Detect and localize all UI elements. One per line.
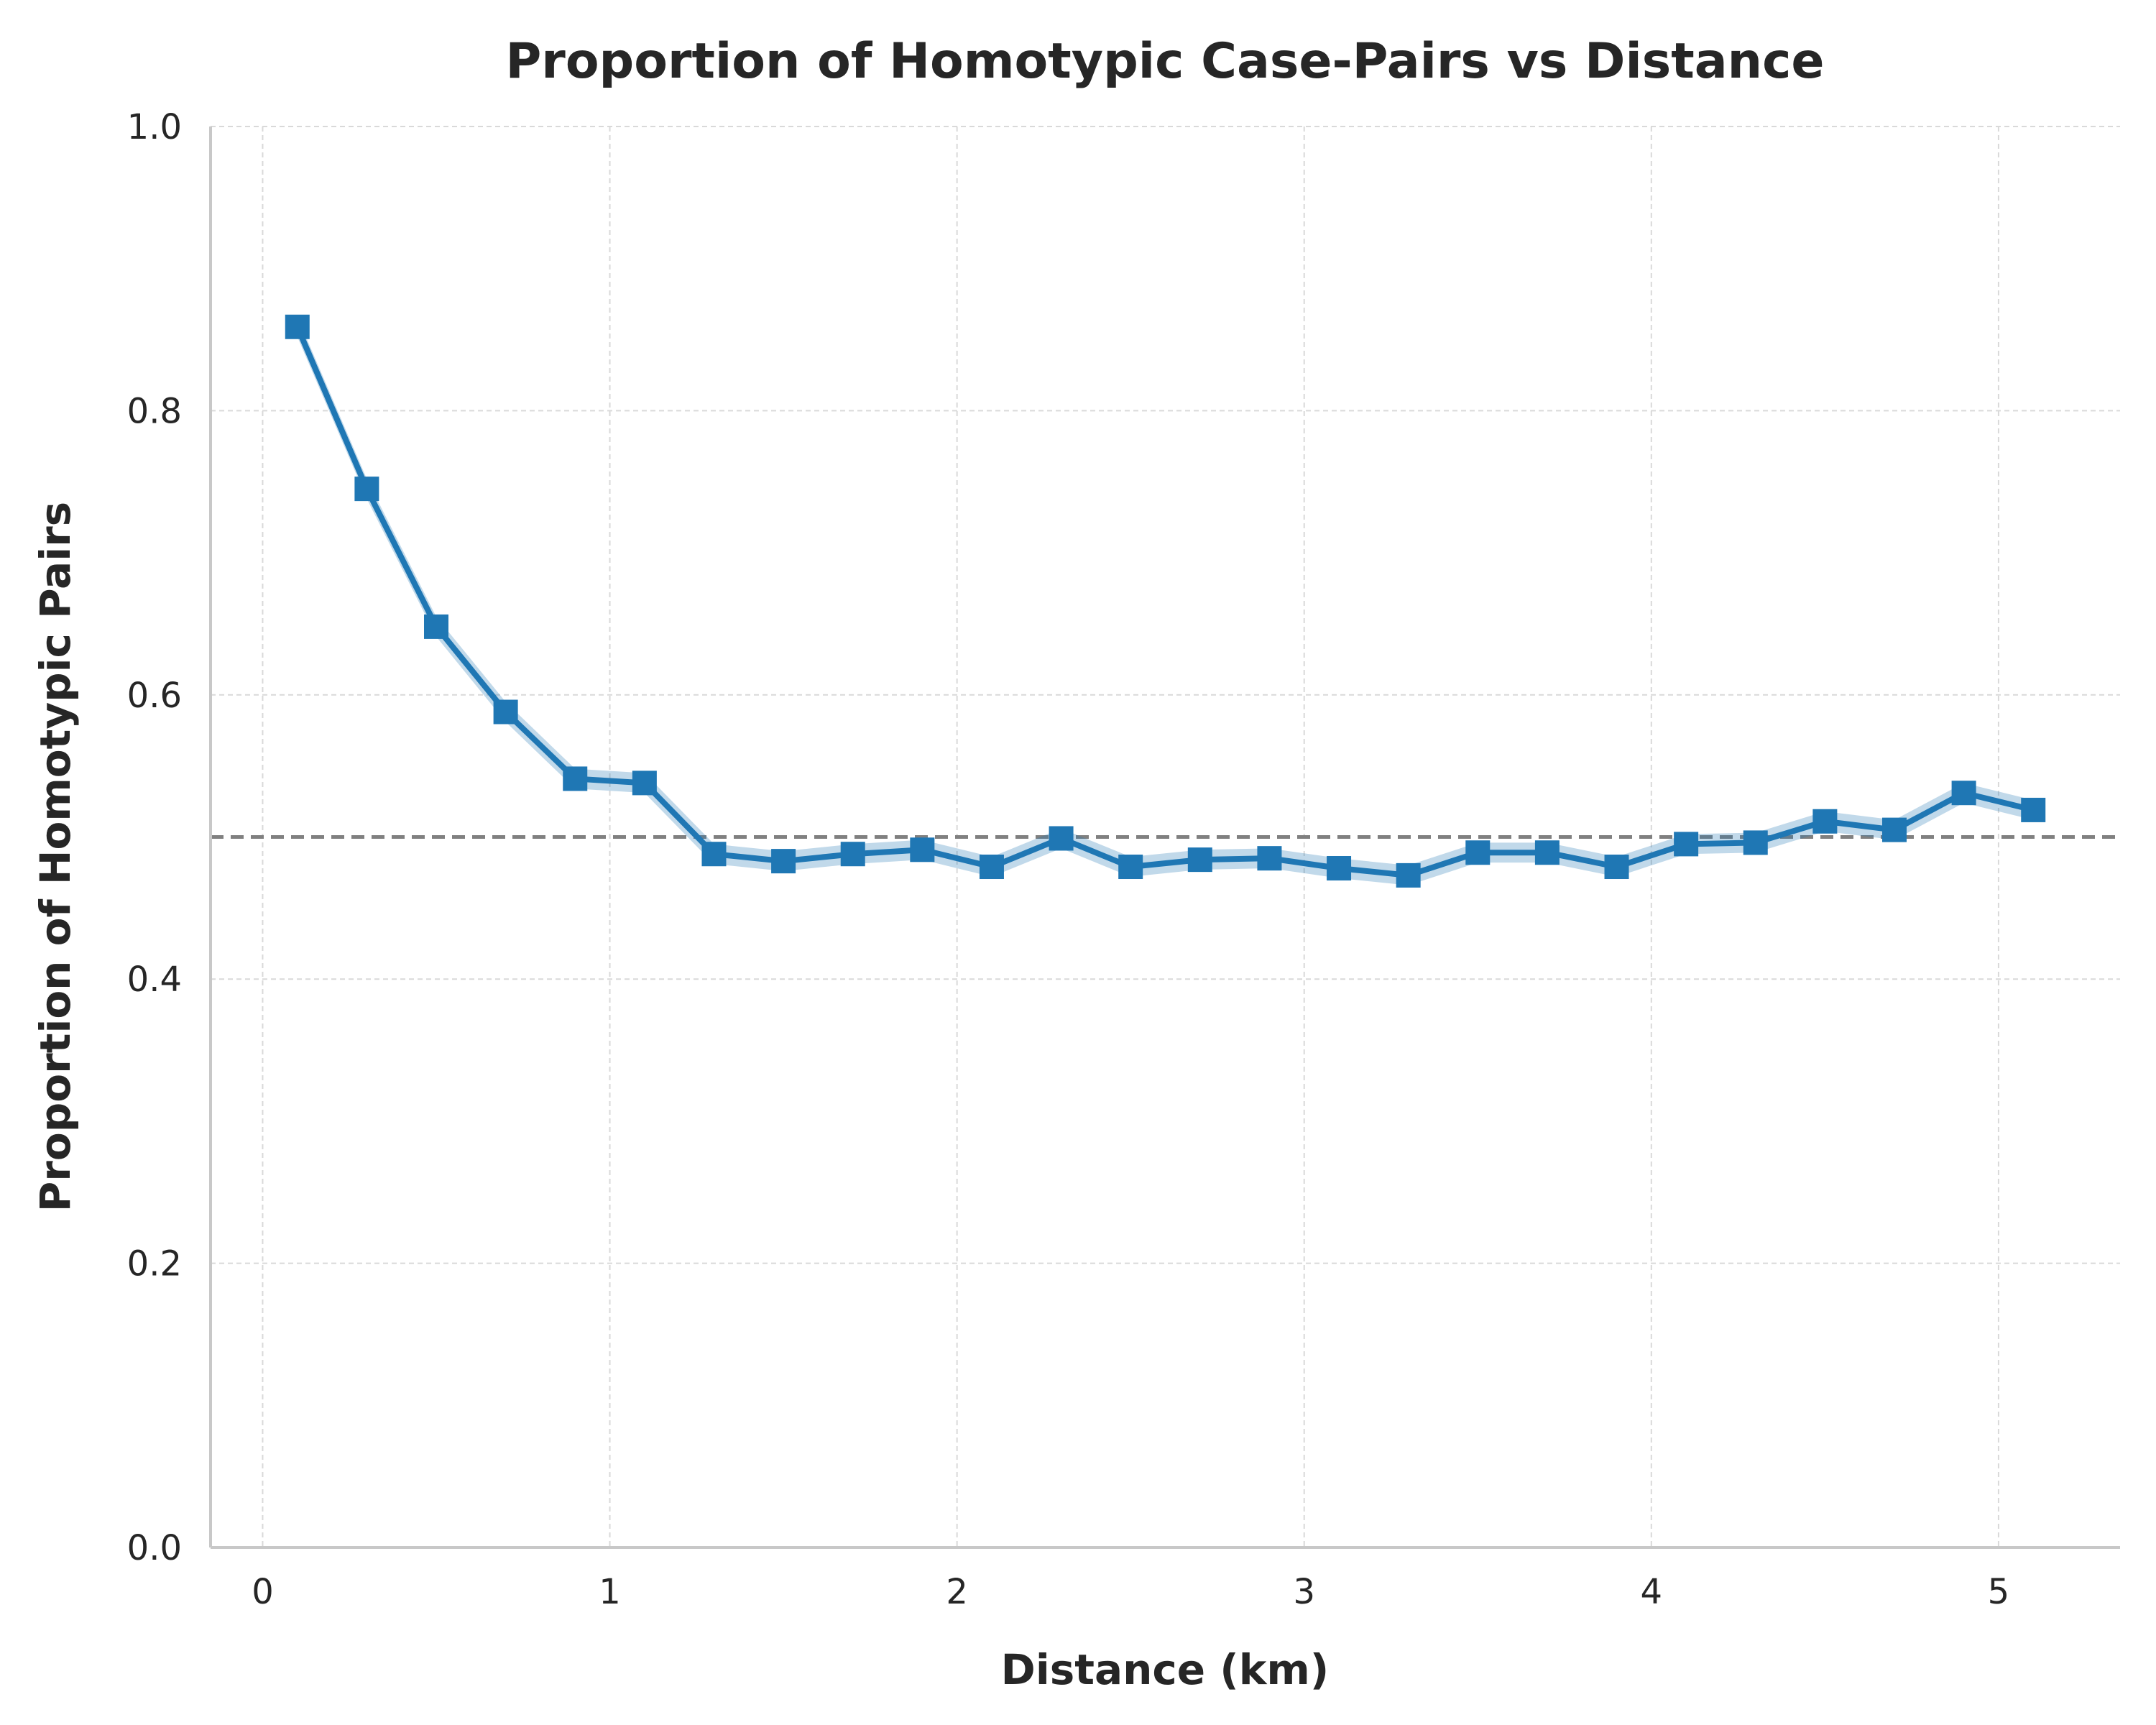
- data-point-marker: [1396, 862, 1421, 888]
- y-axis-label: Proportion of Homotypic Pairs: [31, 502, 80, 1212]
- data-point-marker: [1049, 826, 1074, 851]
- data-point-marker: [1674, 832, 1699, 857]
- x-tick-label: 3: [1293, 1572, 1315, 1612]
- data-point-marker: [1465, 840, 1491, 865]
- x-tick-label: 1: [599, 1572, 621, 1612]
- y-tick-label: 0.0: [127, 1528, 182, 1568]
- data-point-marker: [1257, 846, 1282, 871]
- data-point-marker: [979, 855, 1004, 880]
- x-axis-label: Distance (km): [1001, 1645, 1330, 1694]
- data-point-marker: [1327, 855, 1352, 880]
- data-point-marker: [1187, 847, 1212, 873]
- data-point-marker: [424, 614, 449, 639]
- x-tick-label: 2: [946, 1572, 968, 1612]
- data-point-marker: [1743, 830, 1768, 855]
- x-tick-label: 4: [1641, 1572, 1663, 1612]
- axes-spines: [209, 126, 2120, 1549]
- data-point-marker: [1534, 840, 1560, 865]
- data-point-marker: [354, 477, 379, 502]
- data-point-marker: [910, 837, 935, 862]
- chart-title: Proportion of Homotypic Case-Pairs vs Di…: [505, 33, 1824, 90]
- data-point-marker: [2021, 797, 2046, 822]
- confidence-band: [297, 316, 2034, 886]
- data-point-marker: [1951, 781, 1976, 806]
- series-line: [295, 326, 2035, 878]
- tick-label-layer: 0 1 2 3 4 5 0.0 0.2 0.4 0.6 0.8 1.0: [127, 107, 2010, 1612]
- y-tick-label: 0.4: [127, 960, 182, 1000]
- data-point-marker: [493, 699, 518, 724]
- data-point-marker: [632, 770, 657, 796]
- data-point-marker: [701, 842, 727, 867]
- x-tick-label: 0: [252, 1572, 274, 1612]
- x-tick-label: 5: [1988, 1572, 2010, 1612]
- y-tick-label: 1.0: [127, 107, 182, 147]
- data-point-marker: [840, 842, 865, 867]
- data-point-marker: [1812, 809, 1838, 834]
- data-point-marker: [285, 314, 310, 339]
- series-layer: [285, 314, 2046, 888]
- y-tick-label: 0.8: [127, 391, 182, 431]
- data-point-marker: [771, 849, 796, 874]
- y-tick-label: 0.2: [127, 1244, 182, 1284]
- data-point-marker: [563, 766, 588, 791]
- data-point-marker: [1118, 855, 1143, 880]
- y-tick-label: 0.6: [127, 676, 182, 716]
- data-point-marker: [1604, 855, 1629, 880]
- data-point-marker: [1881, 817, 1907, 842]
